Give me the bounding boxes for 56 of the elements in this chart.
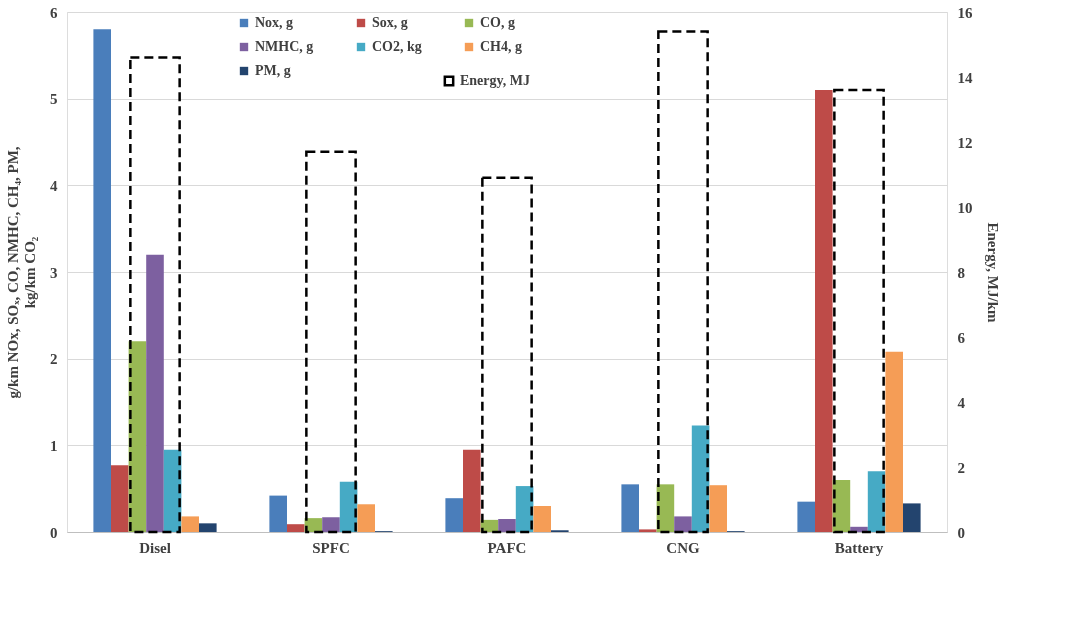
bar bbox=[533, 506, 551, 532]
y2-tick-label: 14 bbox=[957, 69, 973, 86]
bar bbox=[674, 516, 692, 532]
bar bbox=[146, 254, 164, 532]
bar bbox=[903, 503, 921, 532]
y2-tick-label: 0 bbox=[957, 524, 965, 541]
bar bbox=[639, 529, 657, 532]
x-tick-label: Disel bbox=[139, 539, 171, 556]
bar bbox=[322, 517, 340, 532]
y-tick-label: 3 bbox=[50, 264, 58, 281]
bar bbox=[199, 523, 217, 532]
bar bbox=[181, 516, 199, 532]
bar bbox=[709, 485, 727, 532]
legend-label: CH4, g bbox=[480, 39, 522, 54]
bar bbox=[111, 465, 129, 532]
bar bbox=[93, 29, 111, 532]
legend-label: Sox, g bbox=[372, 15, 408, 30]
x-tick-label: SPFC bbox=[312, 539, 350, 556]
x-tick-label: Battery bbox=[834, 539, 884, 556]
y2-tick-label: 16 bbox=[957, 4, 973, 21]
bar bbox=[621, 484, 639, 532]
y-tick-label: 2 bbox=[50, 351, 58, 368]
legend-label: Energy, MJ bbox=[460, 73, 530, 88]
bar bbox=[445, 498, 463, 532]
y2-tick-label: 4 bbox=[957, 394, 966, 411]
y-axis-title: g/km NOx, SOₓ, CO, NMHC, CH₄, PM, kg/km CO₂ bbox=[5, 146, 38, 399]
y2-tick-label: 6 bbox=[957, 329, 966, 346]
y-tick-label: 6 bbox=[50, 4, 58, 21]
bar bbox=[657, 30, 709, 534]
bar bbox=[481, 176, 533, 534]
y-tick-label: 5 bbox=[50, 91, 58, 108]
bar bbox=[797, 501, 815, 532]
bar bbox=[815, 90, 833, 532]
bar bbox=[305, 150, 357, 534]
y-tick-label: 1 bbox=[50, 437, 58, 454]
legend-label: PM, g bbox=[255, 63, 291, 78]
legend-label: Nox, g bbox=[255, 15, 294, 30]
legend-label: CO, g bbox=[480, 15, 515, 30]
bar bbox=[357, 504, 375, 532]
bar bbox=[498, 519, 516, 532]
x-tick-label: CNG bbox=[666, 539, 700, 556]
y2-tick-label: 12 bbox=[957, 134, 973, 151]
bar bbox=[463, 449, 481, 532]
bar bbox=[287, 524, 305, 532]
legend-label: NMHC, g bbox=[255, 39, 314, 54]
bar bbox=[885, 351, 903, 532]
y-tick-label: 4 bbox=[50, 177, 58, 194]
bar bbox=[129, 56, 181, 534]
y2-tick-label: 2 bbox=[957, 459, 965, 476]
y2-tick-label: 10 bbox=[957, 199, 973, 216]
y-tick-label: 0 bbox=[50, 524, 58, 541]
bar bbox=[269, 495, 287, 532]
y2-axis-title: Energy, MJ/km bbox=[984, 222, 1001, 323]
y2-tick-label: 8 bbox=[957, 264, 965, 281]
legend-label: CO2, kg bbox=[372, 39, 422, 54]
x-tick-label: PAFC bbox=[487, 539, 527, 556]
